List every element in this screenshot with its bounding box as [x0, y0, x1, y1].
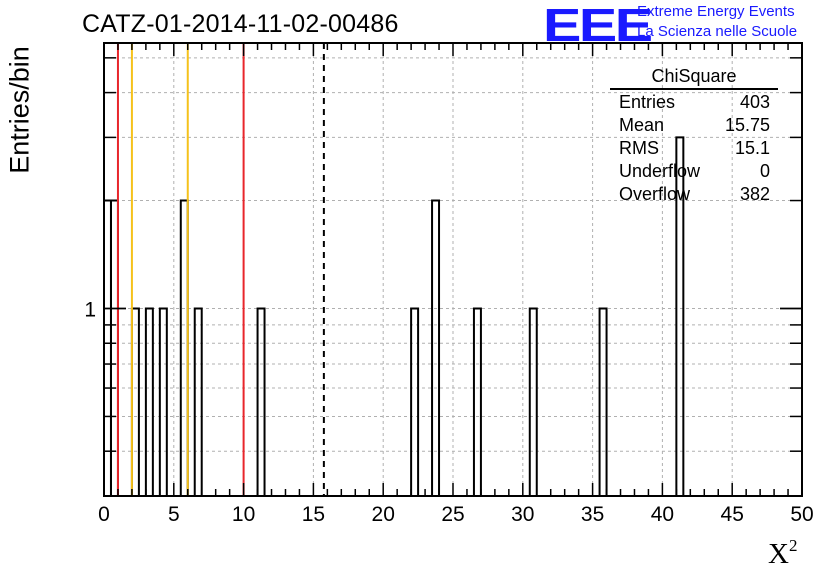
x-tick-label: 50	[790, 503, 813, 526]
stats-row-mean: Mean 15.75	[610, 114, 778, 137]
x-tick-label: 45	[721, 503, 744, 526]
histogram-bar	[193, 307, 203, 496]
logo-line1: Extreme Energy Events	[637, 3, 795, 20]
x-tick-label: 30	[511, 503, 534, 526]
y-axis-label: Entries/bin	[4, 46, 35, 174]
stats-value: 403	[739, 92, 770, 112]
histogram-bar	[410, 307, 420, 496]
x-tick-label: 0	[98, 503, 110, 526]
histogram-bar	[431, 199, 441, 496]
x-tick-label: 35	[581, 503, 604, 526]
y-tick-labels: 1	[84, 298, 96, 321]
stats-row-rms: RMS 15.1	[610, 137, 778, 160]
histogram-bar	[675, 136, 685, 496]
stats-value: 382	[739, 184, 770, 204]
x-tick-label: 40	[651, 503, 674, 526]
x-tick-labels: 0 5 10 15 20 25 30 35 40 45 50	[98, 503, 814, 526]
eee-logo: EEE	[543, 0, 653, 51]
histogram-bar	[528, 307, 538, 496]
stats-value: 15.1	[734, 138, 770, 158]
stats-value: 15.75	[724, 115, 770, 135]
stats-label: Mean	[619, 115, 665, 135]
stats-label: Entries	[619, 92, 676, 112]
histogram-bar	[472, 307, 482, 496]
stats-value: 0	[759, 161, 770, 181]
stats-row-underflow: Underflow 0	[610, 160, 778, 183]
histogram-bar	[130, 307, 140, 496]
logo-line2: La Scienza nelle Scuole	[637, 23, 798, 40]
y-tick-label: 1	[84, 298, 96, 321]
histogram-bar	[144, 307, 154, 496]
x-axis-label-exponent: 2	[788, 536, 798, 555]
stats-row-entries: Entries 403	[610, 91, 778, 114]
marker-lines	[116, 43, 325, 496]
x-tick-label: 15	[302, 503, 325, 526]
histogram-bar	[158, 307, 168, 496]
x-tick-label: 25	[441, 503, 464, 526]
stats-label: RMS	[619, 138, 659, 158]
histogram-bar	[598, 307, 608, 496]
histogram-bars	[103, 136, 685, 496]
histogram-bar	[256, 307, 266, 496]
axis-ticks	[103, 43, 803, 496]
grid-lines	[104, 43, 802, 496]
stats-row-overflow: Overflow 382	[610, 183, 778, 206]
x-axis-label: X2	[768, 536, 798, 570]
stats-label: Overflow	[619, 184, 691, 204]
stats-label: Underflow	[619, 161, 701, 181]
x-tick-label: 10	[232, 503, 255, 526]
x-tick-label: 5	[168, 503, 180, 526]
x-tick-label: 20	[372, 503, 395, 526]
stats-title: ChiSquare	[610, 66, 778, 90]
chart-title: CATZ-01-2014-11-02-00486	[82, 10, 399, 38]
stats-box: ChiSquare Entries 403 Mean 15.75 RMS 15.…	[610, 66, 778, 206]
